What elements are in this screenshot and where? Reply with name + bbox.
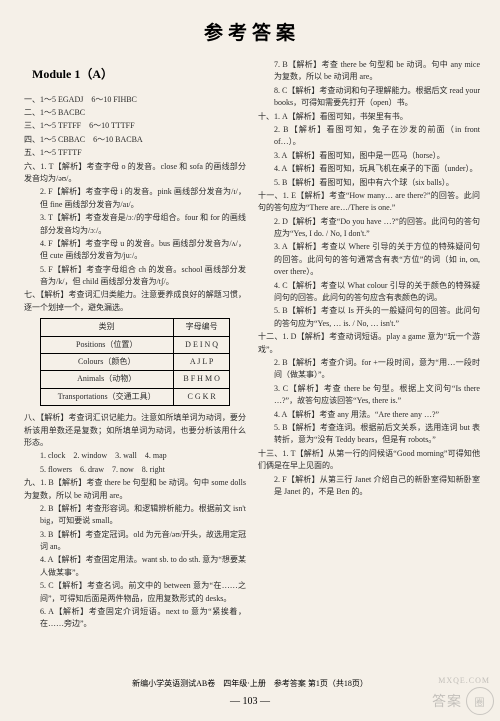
q10-item: 2. B【解析】看图可知，兔子在沙发的前面（in front of…）。 bbox=[258, 124, 480, 149]
q11-item: 2. D【解析】考查“Do you have …?”的回答。此问句的答句应为“Y… bbox=[258, 216, 480, 241]
q12-item: 5. B【解析】考查连词。根据前后文关系，选用连词 but 表转折，意为“没有 … bbox=[258, 422, 480, 447]
th-category: 类别 bbox=[40, 319, 173, 336]
q9-item: 2. B【解析】考查形容词。和逻辑辨析能力。根据前文 isn't big，可知要… bbox=[24, 503, 246, 528]
q6-item: 5. F【解析】考查字母组合 ch 的发音。school 画线部分发音为/k/，… bbox=[24, 264, 246, 289]
q10-item: 4. A【解析】看图可知，玩具飞机在桌子的下面（under）。 bbox=[258, 163, 480, 175]
q11-item: 5. B【解析】考查以 Is 开头的一般疑问句的回答。此问句的答句应为“Yes,… bbox=[258, 305, 480, 330]
watermark-circle-icon: 圈 bbox=[466, 687, 494, 715]
page-number: — 103 — bbox=[0, 696, 500, 707]
q8-ans: 1. clock 2. window 3. wall 4. map bbox=[24, 450, 246, 462]
q9-item: 4. A【解析】考查固定用法。want sb. to do sth. 意为“想要… bbox=[24, 554, 246, 579]
q6-intro: 六、1. T【解析】考查字母 o 的发音。close 和 sofa 的画线部分发… bbox=[24, 161, 246, 186]
columns: Module 1（A） 一、1～5 EGADJ 6～10 FIHBC 二、1～5… bbox=[24, 59, 480, 632]
q10-item: 3. A【解析】看图可知，图中是一匹马（horse）。 bbox=[258, 150, 480, 162]
q12-intro: 十二、1. D【解析】考查动词短语。play a game 意为“玩一个游戏”。 bbox=[258, 331, 480, 356]
td: Animals（动物） bbox=[40, 371, 173, 388]
ans-line: 二、1～5 BACBC bbox=[24, 107, 246, 119]
footer-text: 新编小学英语测试AB卷 四年级·上册 参考答案 第1页（共18页） bbox=[0, 678, 500, 689]
q11-item: 4. C【解析】考查以 What colour 引导的关于颜色的特殊疑问句的回答… bbox=[258, 280, 480, 305]
q9-item: 8. C【解析】考查动词和句子理解能力。根据后文 read your books… bbox=[258, 85, 480, 110]
watermark: 答案 圈 bbox=[432, 687, 494, 715]
td: Colours（颜色） bbox=[40, 354, 173, 371]
q11-intro: 十一、1. E【解析】考查“How many… are there?”的回答。此… bbox=[258, 190, 480, 215]
table-row: Transportations（交通工具） C G K R bbox=[40, 388, 230, 405]
q10-intro: 十、1. A【解析】看图可知，书架里有书。 bbox=[258, 111, 480, 123]
watermark-text: 答案 bbox=[432, 691, 462, 711]
q8-ans: 5. flowers 6. draw 7. now 8. right bbox=[24, 464, 246, 476]
td: D E I N Q bbox=[173, 336, 230, 353]
th-letters: 字母编号 bbox=[173, 319, 230, 336]
q6-item: 4. F【解析】考查字母 u 的发音。bus 画线部分发音为/ʌ/，但 cute… bbox=[24, 238, 246, 263]
ans-line: 一、1～5 EGADJ 6～10 FIHBC bbox=[24, 94, 246, 106]
q10-item: 5. B【解析】看图可知，图中有六个球（six balls）。 bbox=[258, 177, 480, 189]
q9-item: 6. A【解析】考查固定介词短语。next to 意为“紧挨着，在……旁边”。 bbox=[24, 606, 246, 631]
td: Positions（位置） bbox=[40, 336, 173, 353]
table-row: 类别 字母编号 bbox=[40, 319, 230, 336]
q7-intro: 七、【解析】考查词汇归类能力。注意要养成良好的解题习惯，逐一个划掉一个，避免漏选… bbox=[24, 289, 246, 314]
page: 参考答案 Module 1（A） 一、1～5 EGADJ 6～10 FIHBC … bbox=[0, 0, 500, 721]
ans-line: 五、1～5 TFTTF bbox=[24, 147, 246, 159]
module-header: Module 1（A） bbox=[32, 65, 246, 84]
left-column: Module 1（A） 一、1～5 EGADJ 6～10 FIHBC 二、1～5… bbox=[24, 59, 246, 632]
q12-item: 3. C【解析】考查 there be 句型。根据上文问句“Is there …… bbox=[258, 383, 480, 408]
q13-item: 2. F【解析】从第三行 Janet 介绍自己的新卧室得知新卧室是 Janet … bbox=[258, 474, 480, 499]
table-row: Positions（位置） D E I N Q bbox=[40, 336, 230, 353]
q13-intro: 十三、1. T【解析】从第一行的问候语“Good morning”可得知他们俩是… bbox=[258, 448, 480, 473]
right-column: 7. B【解析】考查 there be 句型和 be 动词。句中 any mic… bbox=[258, 59, 480, 632]
q9-intro: 九、1. B【解析】考查 there be 句型和 be 动词。句中 some … bbox=[24, 477, 246, 502]
q9-item: 3. B【解析】考查定冠词。old 为元音/əʊ/开头，故选用定冠词 an。 bbox=[24, 529, 246, 554]
main-title: 参考答案 bbox=[24, 18, 480, 45]
table-row: Animals（动物） B F H M O bbox=[40, 371, 230, 388]
td: Transportations（交通工具） bbox=[40, 388, 173, 405]
q6-item: 2. F【解析】考查字母 i 的发音。pink 画线部分发音为/ɪ/，但 fin… bbox=[24, 186, 246, 211]
q11-item: 3. A【解析】考查以 Where 引导的关于方位的特殊疑问句的回答。此问句的答… bbox=[258, 241, 480, 278]
ans-line: 三、1～5 TFTFF 6～10 TTTFF bbox=[24, 120, 246, 132]
q6-item: 3. T【解析】考查发音是/ɔː/的字母组合。four 和 for 的画线部分发… bbox=[24, 212, 246, 237]
q8-intro: 八、【解析】考查词汇识记能力。注意如所填单词为动词，要分析该用单数还是复数；如所… bbox=[24, 412, 246, 449]
q12-item: 2. B【解析】考查介词。for +一段时间，意为“用…一段时间（做某事）”。 bbox=[258, 357, 480, 382]
q9-item: 5. C【解析】考查名词。前文中的 between 意为“在……之间”，可得知后… bbox=[24, 580, 246, 605]
vocab-table: 类别 字母编号 Positions（位置） D E I N Q Colours（… bbox=[40, 318, 231, 406]
q9-item: 7. B【解析】考查 there be 句型和 be 动词。句中 any mic… bbox=[258, 59, 480, 84]
ans-line: 四、1～5 CBBAC 6～10 BACBA bbox=[24, 134, 246, 146]
td: C G K R bbox=[173, 388, 230, 405]
q12-item: 4. A【解析】考查 any 用法。“Are there any …?” bbox=[258, 409, 480, 421]
table-row: Colours（颜色） A J L P bbox=[40, 354, 230, 371]
watermark-site: MXQE.COM bbox=[438, 676, 490, 685]
td: B F H M O bbox=[173, 371, 230, 388]
td: A J L P bbox=[173, 354, 230, 371]
